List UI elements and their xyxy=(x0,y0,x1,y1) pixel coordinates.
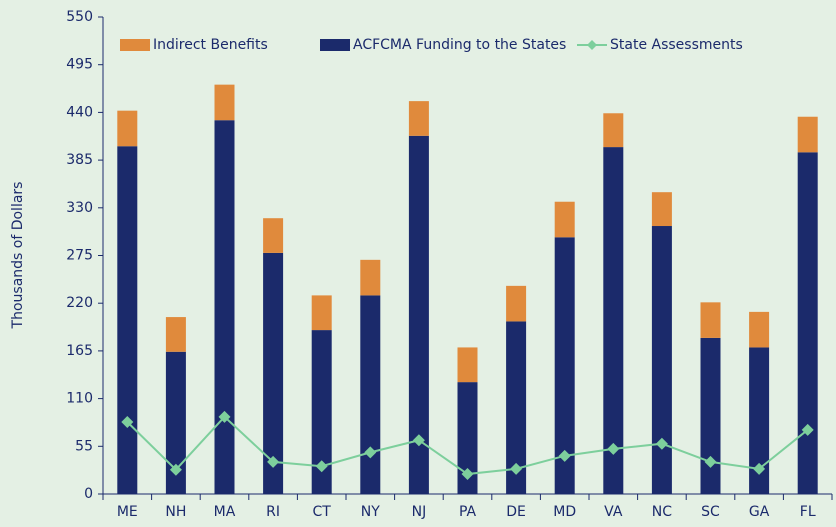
marker xyxy=(753,462,766,475)
bar xyxy=(603,113,624,148)
y-tick-label: 55 xyxy=(75,438,93,454)
marker xyxy=(704,455,717,468)
bar xyxy=(506,321,527,494)
y-tick-label: 110 xyxy=(66,391,93,407)
bar xyxy=(749,347,770,494)
y-tick-label: 550 xyxy=(66,9,93,25)
x-tick-label: NJ xyxy=(412,504,427,520)
legend-label: Indirect Benefits xyxy=(153,37,268,53)
bar xyxy=(700,302,721,338)
bar xyxy=(700,337,721,494)
bar xyxy=(797,116,818,153)
bar xyxy=(797,152,818,494)
marker xyxy=(461,468,474,481)
legend-swatch xyxy=(587,40,597,50)
y-axis-title: Thousands of Dollars xyxy=(10,182,26,330)
bar xyxy=(554,201,575,238)
legend-label: State Assessments xyxy=(610,37,743,53)
bar xyxy=(506,285,527,322)
bar xyxy=(457,382,478,494)
bar xyxy=(117,110,138,147)
y-tick-label: 330 xyxy=(66,200,93,216)
bar xyxy=(263,252,284,494)
x-tick-label: NC xyxy=(652,504,672,520)
marker xyxy=(510,462,523,475)
x-tick-label: MD xyxy=(553,504,576,520)
x-tick-label: RI xyxy=(266,504,280,520)
marker xyxy=(218,410,231,423)
bar xyxy=(165,317,186,352)
x-tick-label: MA xyxy=(214,504,236,520)
x-tick-label: DE xyxy=(506,504,526,520)
bar xyxy=(165,351,186,494)
legend-swatch xyxy=(120,39,150,51)
x-tick-label: VA xyxy=(604,504,623,520)
bar xyxy=(749,311,770,348)
bar xyxy=(360,295,381,494)
x-tick-label: CT xyxy=(313,504,332,520)
marker xyxy=(121,416,134,429)
legend-swatch xyxy=(320,39,350,51)
y-tick-label: 275 xyxy=(66,248,93,264)
bar xyxy=(457,347,478,383)
bar xyxy=(408,101,429,136)
x-tick-label: FL xyxy=(800,504,816,520)
marker xyxy=(607,442,620,455)
x-tick-label: NY xyxy=(361,504,380,520)
y-tick-label: 440 xyxy=(66,104,93,120)
bar xyxy=(214,120,235,495)
y-tick-label: 385 xyxy=(66,152,93,168)
marker xyxy=(558,449,571,462)
legend-label: ACFCMA Funding to the States xyxy=(353,37,566,53)
bar xyxy=(408,135,429,495)
bar xyxy=(117,146,138,494)
bar xyxy=(651,226,672,494)
x-tick-label: NH xyxy=(165,504,186,520)
bar xyxy=(554,237,575,494)
marker xyxy=(267,455,280,468)
bar xyxy=(311,295,332,331)
marker xyxy=(801,423,814,436)
marker xyxy=(364,446,377,459)
bar xyxy=(311,330,332,494)
marker xyxy=(315,460,328,473)
bar xyxy=(603,147,624,494)
marker xyxy=(412,434,425,447)
y-tick-label: 495 xyxy=(66,57,93,73)
x-tick-label: GA xyxy=(749,504,770,520)
x-tick-label: PA xyxy=(459,504,477,520)
x-tick-label: SC xyxy=(701,504,720,520)
y-tick-label: 165 xyxy=(66,343,93,359)
bar xyxy=(214,84,235,121)
marker xyxy=(169,463,182,476)
y-tick-label: 220 xyxy=(66,295,93,311)
bar xyxy=(651,192,672,227)
bar xyxy=(263,218,284,253)
bar xyxy=(360,259,381,296)
x-tick-label: ME xyxy=(117,504,138,520)
y-tick-label: 0 xyxy=(84,486,93,502)
marker xyxy=(655,437,668,450)
